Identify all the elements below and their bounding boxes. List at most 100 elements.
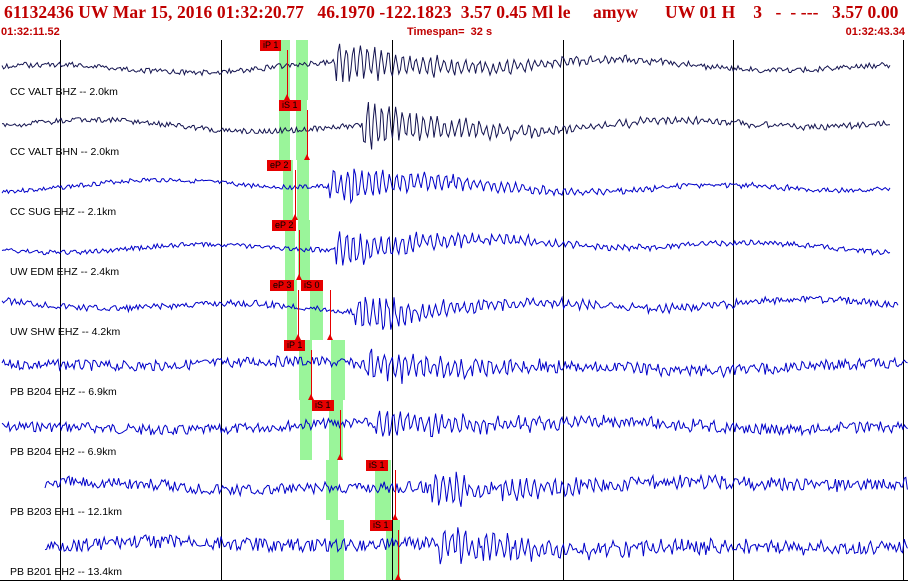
phase-pick-line[interactable] <box>395 470 396 518</box>
time-gridline <box>221 40 222 100</box>
time-gridline <box>221 340 222 400</box>
pick-marker-icon <box>292 214 298 220</box>
waveform-trace <box>1 43 891 82</box>
seismogram-panel-list[interactable]: iP 1 CC VALT BHZ -- 2.0km iS 1 CC VALT BHN … <box>0 40 908 581</box>
time-gridline <box>392 520 393 580</box>
pick-window-highlight <box>299 340 312 400</box>
phase-pick-flag[interactable]: eP 3 <box>270 280 295 291</box>
time-gridline <box>60 40 61 100</box>
pick-window-highlight <box>300 400 312 460</box>
time-gridline <box>733 220 734 280</box>
waveform-line <box>1 168 891 205</box>
trace-panel[interactable]: eP 2 CC SUG EHZ -- 2.1km <box>0 160 908 221</box>
time-gridline <box>392 460 393 520</box>
channel-label: PB B204 EH2 -- 6.9km <box>10 446 117 458</box>
waveform-trace <box>1 101 891 150</box>
pick-window-highlight <box>287 280 297 340</box>
time-gridline <box>221 160 222 220</box>
phase-pick-flag[interactable]: eP 2 <box>272 220 297 231</box>
time-gridline <box>903 220 904 280</box>
phase-pick-flag[interactable]: iS 1 <box>312 400 334 411</box>
trace-panel[interactable]: iS 1 PB B203 EH1 -- 12.1km <box>0 460 908 521</box>
waveform-line <box>1 348 908 384</box>
phase-pick-flag[interactable]: iS 1 <box>366 460 388 471</box>
time-gridline <box>563 220 564 280</box>
time-gridline <box>903 100 904 160</box>
time-gridline <box>903 160 904 220</box>
time-gridline <box>903 460 904 520</box>
channel-label: UW EDM EHZ -- 2.4km <box>10 266 120 278</box>
channel-label: UW SHW EHZ -- 4.2km <box>10 326 121 338</box>
time-gridline <box>563 400 564 460</box>
trace-panel[interactable]: eP 2 UW EDM EHZ -- 2.4km <box>0 220 908 281</box>
timespan-label: Timespan= 32 s <box>407 26 493 38</box>
trace-panel[interactable]: iS 1 PB B204 EH2 -- 6.9km <box>0 400 908 461</box>
trace-panel[interactable]: iS 1 CC VALT BHN -- 2.0km <box>0 100 908 161</box>
phase-pick-line[interactable] <box>295 170 296 218</box>
waveform-line <box>44 527 908 565</box>
pick-window-highlight <box>331 340 345 400</box>
time-gridline <box>392 280 393 340</box>
waveform-line <box>1 231 891 266</box>
time-gridline <box>221 280 222 340</box>
pick-marker-icon <box>308 394 314 400</box>
time-gridline <box>903 340 904 400</box>
time-gridline <box>733 280 734 340</box>
pick-marker-icon <box>295 334 301 340</box>
phase-pick-line[interactable] <box>340 410 341 458</box>
time-gridline <box>563 460 564 520</box>
phase-pick-flag[interactable]: iP 1 <box>284 340 306 351</box>
waveform-line <box>1 295 899 330</box>
waveform-trace <box>1 168 891 205</box>
phase-pick-line[interactable] <box>307 110 308 158</box>
time-gridline <box>563 340 564 400</box>
waveform-trace <box>1 231 891 266</box>
time-gridline <box>903 400 904 460</box>
start-time: 01:32:11.52 <box>1 26 60 38</box>
phase-pick-line[interactable] <box>330 290 331 338</box>
time-gridline <box>392 400 393 460</box>
time-gridline <box>392 160 393 220</box>
time-gridline <box>392 220 393 280</box>
phase-pick-line[interactable] <box>398 530 399 578</box>
time-gridline <box>563 520 564 580</box>
phase-pick-flag[interactable]: iP 1 <box>260 40 282 51</box>
phase-pick-flag[interactable]: iS 1 <box>370 520 392 531</box>
time-gridline <box>392 340 393 400</box>
pick-window-highlight <box>310 280 323 340</box>
phase-pick-line[interactable] <box>298 290 299 338</box>
time-gridline <box>221 400 222 460</box>
time-gridline <box>392 40 393 100</box>
phase-pick-flag[interactable]: eP 2 <box>267 160 292 171</box>
phase-pick-flag[interactable]: iS 0 <box>301 280 323 291</box>
trace-panel[interactable]: eP 3 iS 0 UW SHW EHZ -- 4.2km <box>0 280 908 341</box>
pick-window-highlight <box>297 160 309 220</box>
phase-pick-flag[interactable]: iS 1 <box>279 100 301 111</box>
waveform-line <box>1 43 891 82</box>
phase-pick-line[interactable] <box>311 350 312 398</box>
pick-window-highlight <box>296 100 307 160</box>
pick-marker-icon <box>284 94 290 100</box>
pick-window-highlight <box>326 460 338 520</box>
waveform-line <box>1 410 908 438</box>
time-gridline <box>60 340 61 400</box>
phase-pick-line[interactable] <box>287 50 288 98</box>
waveform-line <box>44 471 908 507</box>
pick-marker-icon <box>392 514 398 520</box>
pick-window-highlight <box>283 160 293 220</box>
time-gridline <box>60 160 61 220</box>
pick-window-highlight <box>298 220 310 280</box>
trace-panel[interactable]: iP 1 CC VALT BHZ -- 2.0km <box>0 40 908 101</box>
channel-label: PB B203 EH1 -- 12.1km <box>10 506 123 518</box>
pick-window-highlight <box>375 460 391 520</box>
time-gridline <box>733 400 734 460</box>
channel-label: CC VALT BHZ -- 2.0km <box>10 86 118 98</box>
header-bar: 61132436 UW Mar 15, 2016 01:32:20.77 46.… <box>0 0 908 41</box>
time-gridline <box>221 520 222 580</box>
trace-panel[interactable]: iP 1 PB B204 EHZ -- 6.9km <box>0 340 908 401</box>
waveform-trace <box>1 348 908 384</box>
pick-window-highlight <box>279 100 290 160</box>
trace-panel[interactable]: iS 1 PB B201 EH2 -- 13.4km <box>0 520 908 581</box>
phase-pick-line[interactable] <box>299 230 300 278</box>
event-title: 61132436 UW Mar 15, 2016 01:32:20.77 46.… <box>4 2 899 22</box>
